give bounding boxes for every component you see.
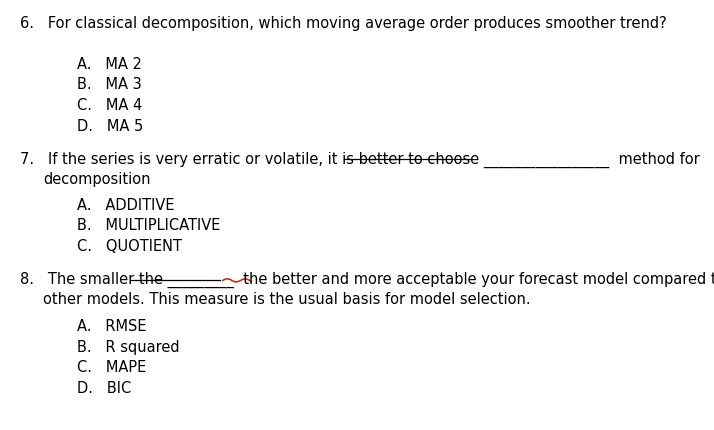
- Text: A.   MA 2: A. MA 2: [77, 57, 142, 72]
- Text: A.   ADDITIVE: A. ADDITIVE: [77, 198, 175, 213]
- Text: C.   QUOTIENT: C. QUOTIENT: [77, 239, 182, 254]
- Text: 7.   If the series is very erratic or volatile, it is better to choose _________: 7. If the series is very erratic or vola…: [20, 151, 700, 168]
- Text: D.   MA 5: D. MA 5: [77, 119, 144, 134]
- Text: 6.   For classical decomposition, which moving average order produces smoother t: 6. For classical decomposition, which mo…: [20, 16, 667, 31]
- Text: B.   R squared: B. R squared: [77, 340, 180, 355]
- Text: other models. This measure is the usual basis for model selection.: other models. This measure is the usual …: [43, 292, 531, 307]
- Text: C.   MAPE: C. MAPE: [77, 360, 146, 375]
- Text: 8.   The smaller the _________  the better and more acceptable your forecast mod: 8. The smaller the _________ the better …: [20, 272, 714, 288]
- Text: B.   MA 3: B. MA 3: [77, 77, 142, 92]
- Text: decomposition: decomposition: [43, 172, 151, 187]
- Text: B.   MULTIPLICATIVE: B. MULTIPLICATIVE: [77, 218, 221, 233]
- Text: D.   BIC: D. BIC: [77, 381, 131, 396]
- Text: C.   MA 4: C. MA 4: [77, 98, 142, 113]
- Text: A.   RMSE: A. RMSE: [77, 319, 146, 334]
